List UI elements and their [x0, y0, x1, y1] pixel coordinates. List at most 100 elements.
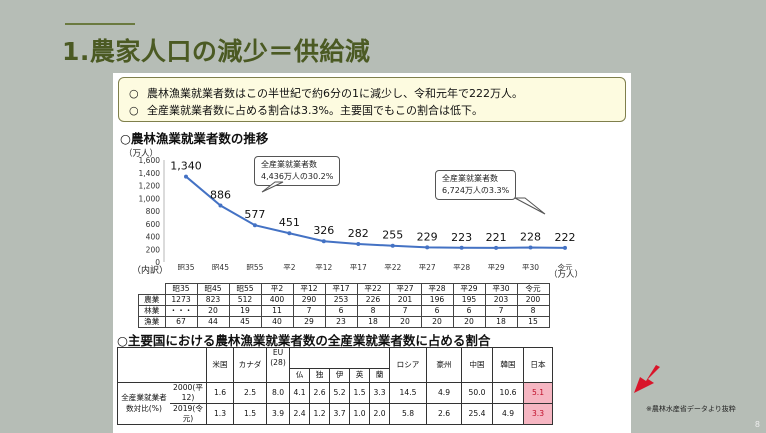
- breakdown-cell: 20: [388, 316, 422, 328]
- breakdown-header: 平29: [452, 283, 486, 295]
- breakdown-cell: 林業: [138, 305, 166, 317]
- cmp-corner: [117, 347, 207, 383]
- breakdown-cell: 226: [356, 294, 390, 306]
- cmp-cell: 25.4: [461, 402, 493, 425]
- comparison-table: 米国 カナダ EU (28) ロシア 豪州 中国 韓国 日本 仏 独 伊 英 蘭…: [117, 347, 553, 425]
- value-label: 221: [486, 231, 507, 244]
- x-tick-label: 昭45: [212, 263, 229, 270]
- trend-points: [184, 174, 567, 250]
- breakdown-cell: 11: [260, 305, 294, 317]
- breakdown-cell: 1273: [164, 294, 198, 306]
- breakdown-cell: 40: [260, 316, 294, 328]
- cmp-header-row-1: 米国 カナダ EU (28) ロシア 豪州 中国 韓国 日本: [117, 347, 553, 383]
- y-unit-label: （万人）: [124, 149, 159, 159]
- cmp-header: カナダ: [233, 347, 267, 383]
- breakdown-cell: 19: [228, 305, 262, 317]
- y-tick-label: 1,200: [139, 182, 161, 191]
- x-tick-label: 令元: [558, 262, 573, 270]
- cmp-header: 米国: [206, 347, 234, 383]
- breakdown-header: 平27: [388, 283, 422, 295]
- summary-line-1: ○ 農林漁業就業者数はこの半世紀で約6分の1に減少し、令和元年で222万人。: [129, 85, 523, 101]
- x-axis: 昭35 昭45 昭55 平2 平12 平17 平22 平27 平28 平29 平30 令元: [177, 262, 573, 270]
- cmp-year: 2000(平12): [170, 381, 207, 404]
- callout-2019-line1: 全産業就業者数: [442, 174, 498, 183]
- source-note: ※農林水産省データより抜粋: [646, 405, 736, 413]
- breakdown-cell: 20: [420, 316, 454, 328]
- trend-point: [356, 242, 361, 247]
- breakdown-cell: 512: [228, 294, 262, 306]
- y-axis: 0 200 400 600 800 1,000 1,200 1,400 1,600: [139, 156, 165, 267]
- cmp-cell: 1.5: [233, 402, 267, 425]
- cmp-cell: 2.0: [369, 402, 390, 425]
- cmp-cell: 4.9: [492, 402, 524, 425]
- breakdown-cell: 20: [452, 316, 486, 328]
- cmp-header: 仏: [289, 367, 310, 383]
- breakdown-cell: 農業: [138, 294, 166, 306]
- cmp-cell: 2.6: [426, 402, 462, 425]
- breakdown-header: 平22: [356, 283, 390, 295]
- callout-2019: 全産業就業者数 6,724万人の3.3%: [435, 170, 517, 200]
- breakdown-header: 平2: [260, 283, 294, 295]
- breakdown-cell: 290: [292, 294, 326, 306]
- x-tick-label: 平27: [419, 263, 436, 270]
- summary-text-1: 農林漁業就業者数はこの半世紀で約6分の1に減少し、令和元年で222万人。: [147, 87, 523, 100]
- cmp-header-row-2: 仏 独 伊 英 蘭: [118, 367, 553, 383]
- breakdown-cell: 196: [420, 294, 454, 306]
- breakdown-cell: 8: [516, 305, 550, 317]
- breakdown-cell: 漁業: [138, 316, 166, 328]
- cmp-cell: 5.8: [389, 402, 427, 425]
- breakdown-header: 昭55: [228, 283, 262, 295]
- breakdown-header: 昭45: [196, 283, 230, 295]
- callout-2019-pointer: [514, 197, 546, 215]
- cmp-cell: 2.4: [289, 402, 310, 425]
- eu-sub-label: (28): [270, 358, 286, 367]
- breakdown-cell: 8: [356, 305, 390, 317]
- breakdown-cell: 6: [324, 305, 358, 317]
- cmp-header: 豪州: [426, 347, 462, 383]
- value-label: 222: [555, 231, 576, 244]
- x-tick-label: 平12: [315, 263, 332, 270]
- x-tick-label: 平30: [522, 263, 539, 270]
- callout-1960: 全産業就業者数 4,436万人の30.2%: [254, 156, 341, 186]
- cmp-cell: 14.5: [389, 381, 427, 404]
- value-labels: 1,340 886 577 451 326 282 255 229 223 221 228 222: [170, 160, 575, 244]
- y-tick-label: 200: [146, 245, 161, 254]
- cmp-cell: 2.6: [309, 381, 330, 404]
- cmp-cell: 4.9: [426, 381, 462, 404]
- cmp-cell: 1.2: [309, 402, 330, 425]
- x-tick-label: 平29: [488, 263, 505, 270]
- cmp-header-eu: EU (28): [266, 347, 290, 368]
- value-label: 228: [520, 230, 541, 243]
- callout-1960-pointer: [261, 181, 284, 193]
- breakdown-cell: 200: [516, 294, 550, 306]
- cmp-header: 日本: [523, 347, 553, 383]
- breakdown-header-row: 昭35 昭45 昭55 平2 平12 平17 平22 平27 平28 平29 平…: [139, 283, 550, 295]
- trend-point: [252, 223, 257, 228]
- trend-point: [459, 245, 464, 250]
- highlight-arrow-icon: [634, 365, 660, 393]
- breakdown-row-fishery: 漁業 67 44 45 40 29 23 18 20 20 20 18 15: [138, 316, 550, 328]
- cmp-row-label: 全産業就業者数対比(%): [117, 381, 170, 425]
- cmp-cell-japan-highlight: 3.3: [523, 402, 553, 425]
- cmp-eu-blank: [266, 368, 290, 383]
- breakdown-label: （内訳）: [132, 266, 169, 276]
- callout-2019-line2: 6,724万人の3.3%: [442, 186, 510, 195]
- breakdown-header: 令元: [516, 283, 550, 295]
- title-accent-line: [65, 23, 135, 25]
- cmp-cell: 1.0: [349, 402, 370, 425]
- trend-point: [425, 245, 430, 250]
- x-tick-label: 昭55: [246, 263, 263, 270]
- cmp-cell: 3.9: [266, 402, 290, 425]
- cmp-cell: 10.6: [492, 381, 524, 404]
- cmp-cell: 3.3: [369, 381, 390, 404]
- breakdown-cell: 6: [420, 305, 454, 317]
- breakdown-row-forestry: 林業 ・・・ 20 19 11 7 6 8 7 6 6 7 8: [138, 305, 550, 317]
- breakdown-cell: 20: [196, 305, 230, 317]
- trend-line: [185, 175, 566, 249]
- breakdown-header: 平12: [292, 283, 326, 295]
- breakdown-cell: 253: [324, 294, 358, 306]
- breakdown-row-agri: 農業 1273 823 512 400 290 253 226 201 196 …: [138, 294, 550, 306]
- breakdown-corner: [139, 284, 166, 295]
- cmp-header: 英: [349, 367, 370, 383]
- breakdown-header: 平30: [484, 283, 518, 295]
